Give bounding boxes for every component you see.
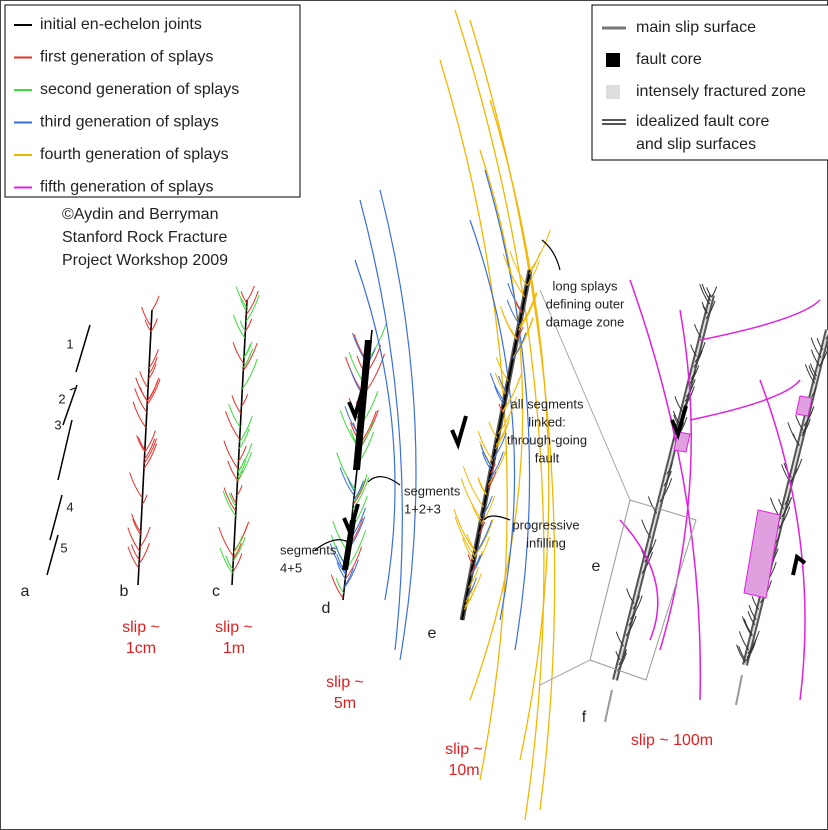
figure: initial en-echelon joints first generatio… <box>0 0 828 830</box>
legend-label: fifth generation of splays <box>40 179 213 196</box>
legend-label: main slip surface <box>636 19 756 36</box>
annotation: infilling <box>526 535 566 550</box>
annotation: damage zone <box>546 314 625 329</box>
legend-box <box>5 5 300 197</box>
slip-label: slip ~ 100m <box>631 732 713 749</box>
annotation: all segments <box>511 396 584 411</box>
legend-label: third generation of splays <box>40 114 219 131</box>
panel-letter: c <box>212 583 220 600</box>
annotation: 4+5 <box>280 560 302 575</box>
panel-letter: e <box>592 558 601 575</box>
slip-label: 10m <box>448 762 479 779</box>
legend-label: first generation of splays <box>40 49 213 66</box>
segment-number: 2 <box>58 391 65 406</box>
slip-label: slip ~ <box>445 741 483 758</box>
legend-label: intensely fractured zone <box>636 83 806 100</box>
annotation: 1+2+3 <box>404 501 441 516</box>
credit-line: ©Aydin and Berryman <box>62 206 218 223</box>
panel-letter: f <box>582 709 587 726</box>
credit-line: Project Workshop 2009 <box>62 252 228 269</box>
annotation: through-going <box>507 432 587 447</box>
legend-label: fourth generation of splays <box>40 146 229 163</box>
slip-label: 1cm <box>126 640 156 657</box>
panel-letter: d <box>322 600 331 617</box>
segment-number: 4 <box>66 499 73 514</box>
panel-letter: b <box>120 583 129 600</box>
annotation: long splays <box>552 278 618 293</box>
credit-line: Stanford Rock Fracture <box>62 229 228 246</box>
legend-label: idealized fault core <box>636 113 770 130</box>
annotation: linked: <box>528 414 566 429</box>
slip-label: 1m <box>223 640 245 657</box>
slip-label: 5m <box>334 695 356 712</box>
segment-number: 1 <box>66 336 73 351</box>
annotation: fault <box>535 450 560 465</box>
legend-label: and slip surfaces <box>636 136 756 153</box>
segment-number: 5 <box>60 540 67 555</box>
legend-swatch <box>606 85 620 99</box>
legend-label: second generation of splays <box>40 81 239 98</box>
annotation: defining outer <box>546 296 625 311</box>
legend-label: fault core <box>636 51 702 68</box>
slip-label: slip ~ <box>326 674 364 691</box>
panel-letter: e <box>428 625 437 642</box>
panel-letter: a <box>21 583 30 600</box>
annotation: progressive <box>512 517 579 532</box>
legend-swatch <box>606 53 620 67</box>
annotation: segments <box>404 483 461 498</box>
annotation: segments <box>280 542 337 557</box>
page: initial en-echelon joints first generatio… <box>0 0 828 830</box>
legend-label: initial en-echelon joints <box>40 16 202 33</box>
slip-label: slip ~ <box>215 619 253 636</box>
slip-label: slip ~ <box>122 619 160 636</box>
segment-number: 3 <box>54 417 61 432</box>
